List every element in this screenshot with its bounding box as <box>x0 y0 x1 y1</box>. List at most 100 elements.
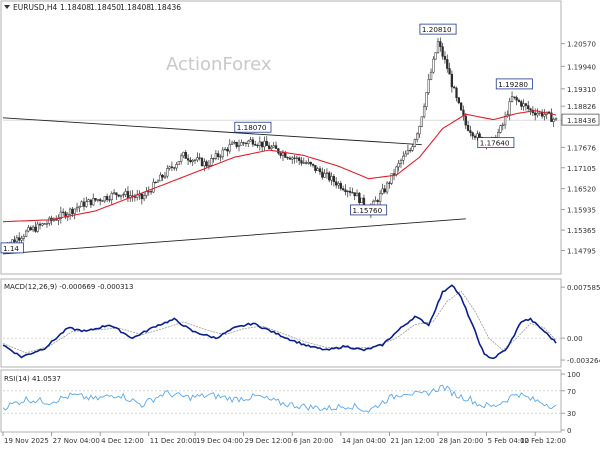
candle-body <box>152 181 155 193</box>
candle-body <box>207 165 211 167</box>
macd-tick-label: 0.007585 <box>567 284 600 292</box>
candle-body <box>402 155 405 161</box>
time-tick-label: 12 Feb 12:00 <box>520 437 566 445</box>
price-annotation-box <box>0 242 24 254</box>
price-layer: 1.20810 1.19280 1.18070 1.17640 1.15760 1.14 <box>0 23 561 255</box>
candle-body <box>94 198 97 201</box>
candle-body <box>286 157 289 159</box>
price-tick-label: 1.15935 <box>567 207 596 215</box>
candle-body <box>122 194 125 196</box>
candle-body <box>205 161 208 167</box>
macd-line <box>2 284 557 360</box>
candle-body <box>291 157 294 160</box>
candle-body <box>300 160 303 164</box>
candle-body <box>73 208 76 214</box>
candle-body <box>469 130 472 133</box>
candle-body <box>388 182 391 184</box>
candle-body <box>256 145 259 147</box>
macd-tick-label: -0.003264 <box>567 357 600 365</box>
candle-body <box>339 183 342 189</box>
candle-body <box>267 145 271 149</box>
candle-body <box>399 160 403 164</box>
candle-body <box>295 157 299 159</box>
rsi-tick-label: 100 <box>567 371 580 379</box>
candle-body <box>101 200 104 202</box>
price-tick-label: 1.18826 <box>567 103 596 111</box>
candle-body <box>550 112 553 122</box>
candle-body <box>27 227 30 232</box>
ohlc-low: 1.18408 <box>120 3 151 12</box>
price-annotation-label: 1.19280 <box>498 80 528 89</box>
candle-body <box>119 194 123 197</box>
candle-body <box>154 181 157 184</box>
price-annotation-label: 1.15760 <box>352 206 382 215</box>
candle-body <box>240 142 243 146</box>
candle-body <box>358 192 361 204</box>
price-annotation-label: 1.17640 <box>480 139 510 148</box>
macd-panel-frame <box>0 278 562 368</box>
rsi-tick-label: 70 <box>567 388 576 396</box>
candle-body <box>237 144 241 147</box>
candle-body <box>323 173 326 178</box>
candle-body <box>217 153 220 157</box>
price-tick-label: 1.17676 <box>567 144 596 152</box>
candle-body <box>258 141 261 146</box>
candle-body <box>156 180 160 183</box>
candle-body <box>309 161 312 165</box>
price-tick-label: 1.19940 <box>567 63 596 71</box>
candle-body <box>36 223 39 232</box>
candle-body <box>547 111 551 114</box>
candle-body <box>228 144 231 152</box>
candle-body <box>48 217 51 224</box>
ohlc-open: 1.18408 <box>60 3 91 12</box>
candle-body <box>22 236 25 239</box>
candle-body <box>411 146 414 151</box>
time-tick-label: 19 Dec 04:00 <box>196 437 243 445</box>
candle-body <box>522 103 525 107</box>
candle-body <box>274 145 278 149</box>
candle-body <box>189 159 192 163</box>
candle-body <box>260 141 264 148</box>
candle-body <box>112 192 116 194</box>
candle-body <box>173 167 176 169</box>
candle-body <box>425 92 428 107</box>
ohlc-close: 1.18436 <box>150 3 181 12</box>
candle-body <box>15 237 19 242</box>
candle-body <box>543 114 546 117</box>
candle-body <box>453 86 456 89</box>
candle-body <box>390 173 393 184</box>
candle-body <box>404 153 407 157</box>
candle-body <box>31 226 35 231</box>
candle-body <box>344 189 347 193</box>
candle-body <box>457 97 460 104</box>
candle-body <box>193 159 197 161</box>
candle-body <box>270 146 273 149</box>
candle-body <box>298 157 301 161</box>
price-tick-label: 1.16520 <box>567 186 596 194</box>
candle-body <box>416 133 419 140</box>
candle-body <box>302 162 305 164</box>
candle-body <box>92 198 95 206</box>
rsi-layer: RSI(14) 41.0537 <box>2 375 561 414</box>
trendline <box>2 218 466 255</box>
candle-body <box>103 196 106 202</box>
candle-body <box>226 148 229 152</box>
candle-body <box>293 157 296 159</box>
candle-body <box>304 162 308 164</box>
candle-body <box>170 166 174 168</box>
candle-body <box>335 181 338 186</box>
candle-body <box>376 200 379 202</box>
candle-body <box>219 156 222 158</box>
candle-body <box>18 237 21 241</box>
time-tick-label: 5 Feb 04:00 <box>488 437 529 445</box>
candle-body <box>318 168 322 173</box>
candle-body <box>263 141 266 148</box>
candle-body <box>166 168 169 177</box>
candle-body <box>124 191 127 195</box>
candle-body <box>459 102 463 111</box>
candle-body <box>434 52 437 60</box>
candle-body <box>96 199 100 201</box>
candle-body <box>360 197 363 204</box>
dropdown-triangle-icon <box>4 5 10 9</box>
candle-body <box>105 196 109 200</box>
